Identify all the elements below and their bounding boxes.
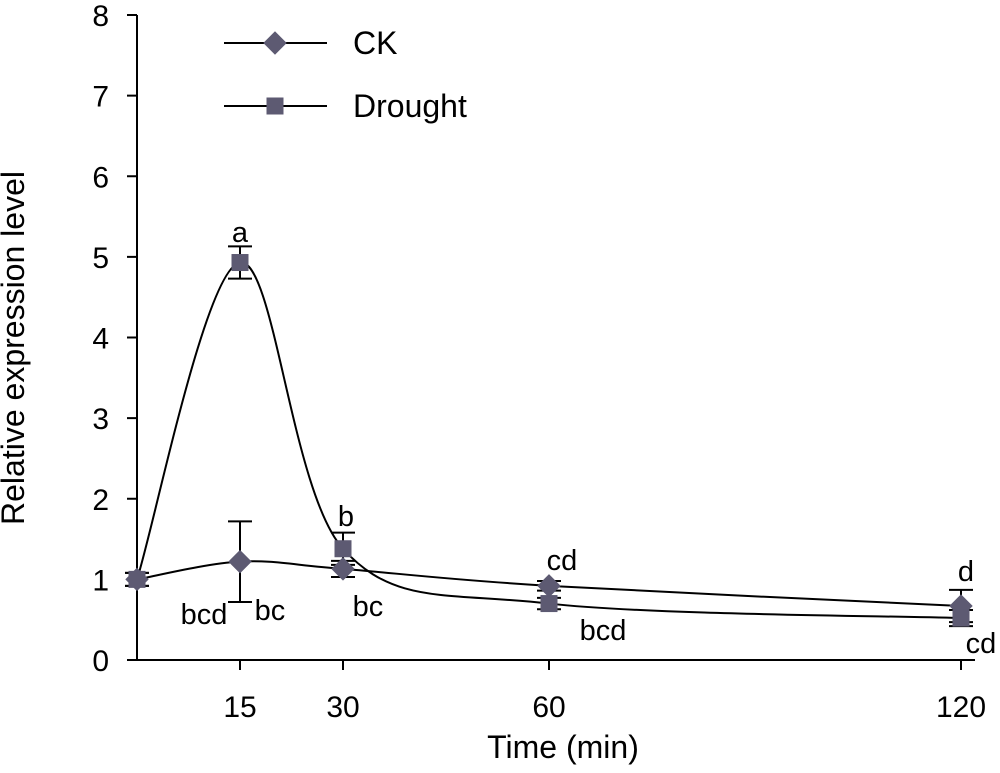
y-tick-label: 2 [92,484,109,517]
significance-label-drought: bcd [181,599,228,631]
significance-label-drought: bcd [580,615,627,647]
x-tick-label: 120 [936,691,986,724]
significance-label-drought: a [232,217,249,249]
axis-ticks: 0 1 2 3 4 5 6 7 8 15 30 60 120 [92,0,986,724]
x-axis-label: Time (min) [487,729,639,765]
legend-item-drought: Drought [224,88,467,124]
legend-item-ck: CK [224,25,397,61]
significance-label-drought: b [338,501,354,533]
data-point-drought [334,540,352,558]
y-tick-label: 7 [92,81,109,114]
x-tick-label: 30 [326,691,359,724]
y-tick-label: 1 [92,564,109,597]
y-tick-label: 4 [92,323,109,356]
data-point-ck [331,557,355,581]
significance-label-ck: bc [353,591,384,623]
significance-label-drought: cd [966,628,997,660]
x-tick-label: 15 [223,691,256,724]
y-tick-label: 8 [92,0,109,33]
data-point-drought [952,609,970,627]
legend: CK Drought [224,25,467,124]
data-markers [125,254,973,627]
significance-label-ck: d [958,556,974,588]
y-axis-label: Relative expression level [0,171,31,525]
y-tick-label: 0 [92,645,109,678]
significance-labels: bc bc cd d bcd a b bcd cd [181,217,997,660]
legend-marker-ck [263,31,287,55]
legend-marker-drought [266,97,284,115]
y-tick-label: 6 [92,161,109,194]
legend-label-ck: CK [353,25,397,61]
data-point-drought [231,254,249,272]
significance-label-ck: cd [547,545,578,577]
data-point-drought [128,570,146,588]
data-point-drought [540,595,558,613]
y-tick-label: 5 [92,242,109,275]
x-tick-label: 60 [532,691,565,724]
data-point-ck [228,549,252,574]
legend-label-drought: Drought [353,88,467,124]
data-point-ck [537,574,561,598]
y-tick-label: 3 [92,403,109,436]
significance-label-ck: bc [255,595,286,627]
